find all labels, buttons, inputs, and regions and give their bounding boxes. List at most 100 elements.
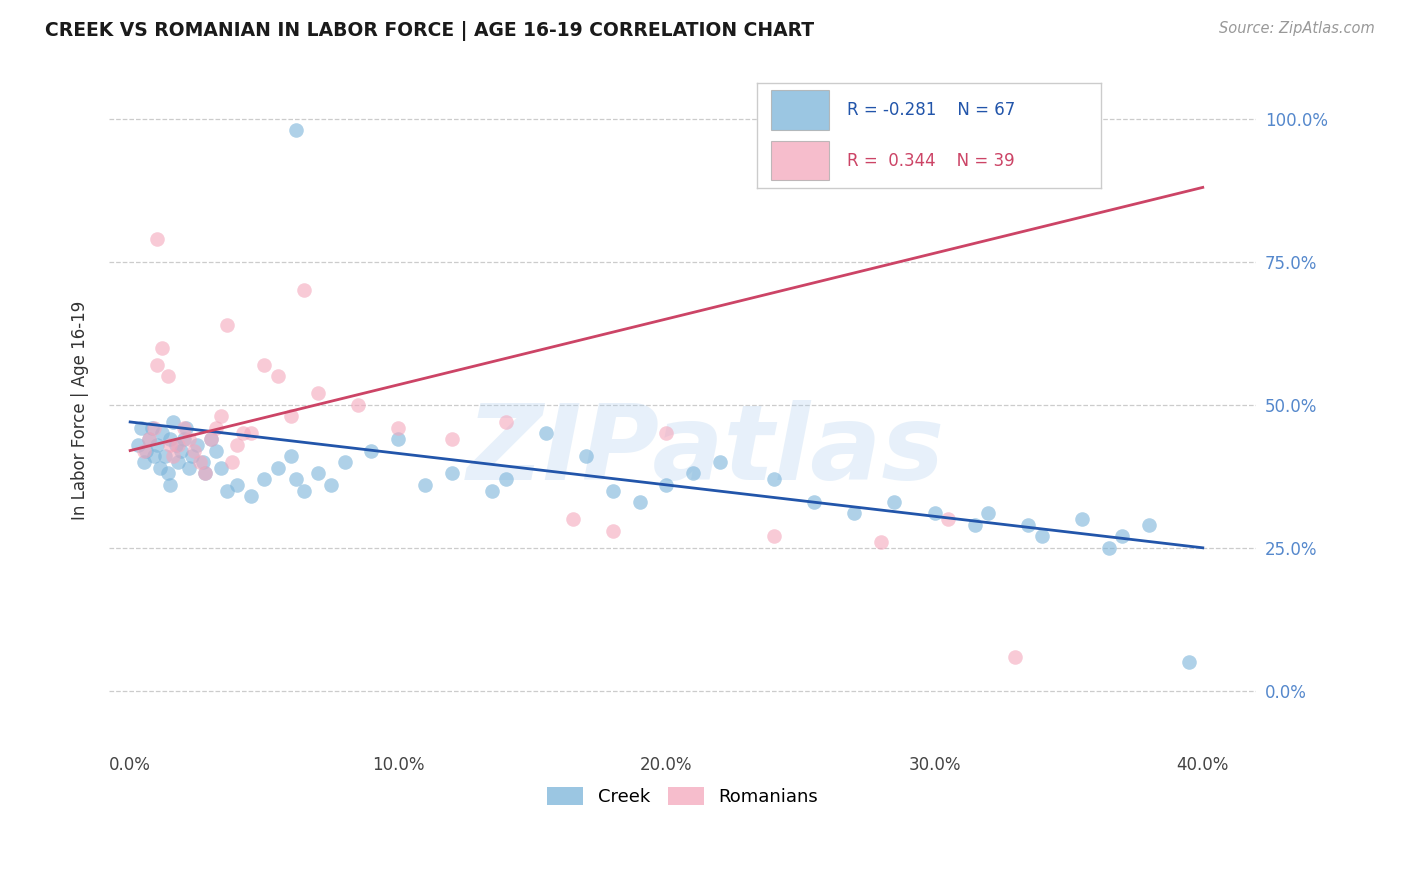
- Point: [191, 455, 214, 469]
- Point: [977, 507, 1000, 521]
- Point: [179, 460, 201, 475]
- Point: [1178, 655, 1201, 669]
- Point: [709, 455, 731, 469]
- Point: [294, 483, 316, 498]
- Point: [132, 455, 155, 469]
- Point: [321, 478, 343, 492]
- Point: [495, 415, 517, 429]
- Point: [495, 472, 517, 486]
- Point: [253, 358, 276, 372]
- Point: [159, 478, 181, 492]
- Point: [159, 438, 181, 452]
- Point: [1137, 517, 1160, 532]
- Point: [150, 426, 173, 441]
- Point: [170, 443, 193, 458]
- Point: [1098, 541, 1121, 555]
- Point: [162, 450, 184, 464]
- Point: [440, 432, 463, 446]
- Point: [1017, 517, 1039, 532]
- Point: [167, 438, 190, 452]
- Point: [602, 483, 624, 498]
- Point: [183, 443, 205, 458]
- Point: [138, 432, 160, 446]
- Text: ZIPatlas: ZIPatlas: [467, 400, 945, 502]
- Point: [176, 420, 198, 434]
- Text: Source: ZipAtlas.com: Source: ZipAtlas.com: [1219, 21, 1375, 37]
- Point: [173, 420, 195, 434]
- Point: [307, 386, 329, 401]
- Point: [179, 432, 201, 446]
- Point: [232, 426, 254, 441]
- Point: [143, 420, 166, 434]
- Point: [844, 507, 866, 521]
- Point: [266, 460, 288, 475]
- Point: [883, 495, 905, 509]
- Point: [294, 284, 316, 298]
- Point: [481, 483, 503, 498]
- Point: [347, 398, 370, 412]
- Point: [239, 489, 262, 503]
- Point: [188, 455, 211, 469]
- Point: [285, 123, 308, 137]
- Point: [205, 443, 228, 458]
- Point: [602, 524, 624, 538]
- Point: [165, 438, 187, 452]
- Point: [127, 438, 149, 452]
- Point: [534, 426, 557, 441]
- Point: [936, 512, 959, 526]
- Point: [173, 432, 195, 446]
- Point: [1031, 529, 1053, 543]
- Point: [628, 495, 651, 509]
- Point: [561, 512, 583, 526]
- Y-axis label: In Labor Force | Age 16-19: In Labor Force | Age 16-19: [72, 301, 89, 520]
- Point: [194, 467, 217, 481]
- Point: [575, 450, 598, 464]
- Point: [266, 369, 288, 384]
- Point: [1111, 529, 1133, 543]
- Point: [803, 495, 825, 509]
- Point: [413, 478, 436, 492]
- Point: [146, 438, 169, 452]
- Point: [180, 450, 202, 464]
- Point: [153, 450, 176, 464]
- Point: [162, 415, 184, 429]
- Point: [280, 450, 302, 464]
- Point: [167, 455, 190, 469]
- Point: [387, 432, 409, 446]
- Point: [129, 420, 152, 434]
- Point: [209, 460, 232, 475]
- Point: [333, 455, 356, 469]
- Legend: Creek, Romanians: Creek, Romanians: [540, 780, 825, 814]
- Point: [159, 432, 181, 446]
- Point: [870, 535, 893, 549]
- Point: [205, 420, 228, 434]
- Point: [655, 478, 678, 492]
- Point: [221, 455, 243, 469]
- Point: [1071, 512, 1094, 526]
- Point: [215, 318, 238, 332]
- Point: [762, 472, 785, 486]
- Point: [285, 472, 308, 486]
- Point: [307, 467, 329, 481]
- Point: [146, 232, 169, 246]
- Point: [146, 358, 169, 372]
- Point: [186, 438, 208, 452]
- Point: [924, 507, 946, 521]
- Point: [1004, 649, 1026, 664]
- Point: [682, 467, 704, 481]
- Point: [253, 472, 276, 486]
- Point: [280, 409, 302, 424]
- Point: [655, 426, 678, 441]
- Point: [141, 420, 163, 434]
- Point: [440, 467, 463, 481]
- Point: [156, 369, 179, 384]
- Point: [762, 529, 785, 543]
- Point: [963, 517, 986, 532]
- Point: [149, 460, 172, 475]
- Point: [132, 443, 155, 458]
- Point: [200, 432, 222, 446]
- Point: [138, 432, 160, 446]
- Point: [226, 438, 249, 452]
- Point: [143, 450, 166, 464]
- Point: [156, 467, 179, 481]
